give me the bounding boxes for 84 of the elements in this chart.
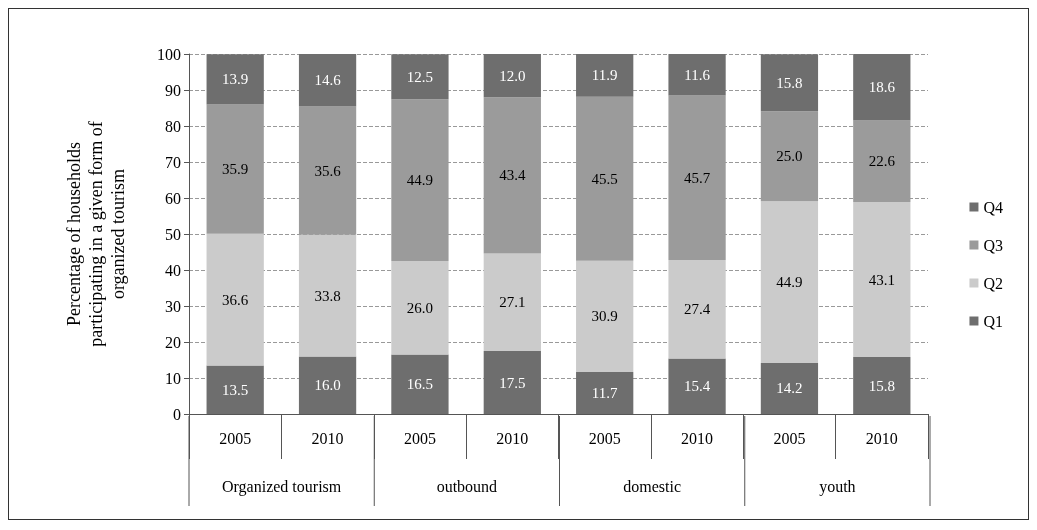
text: domestic [623, 477, 682, 495]
data-label: 43.1 [868, 271, 895, 288]
y-tick-label: 10 [165, 369, 181, 387]
bar [760, 362, 819, 414]
y-axis-title: Percentage of households participating in a given form of organized tourism [64, 121, 128, 347]
data-label: 45.5 [591, 170, 618, 187]
data-label: 11.9 [591, 67, 618, 84]
data-label: 12.0 [499, 67, 526, 84]
y-tick-label: 100 [157, 45, 181, 63]
x-tick-label: 2010 [311, 429, 344, 447]
data-label: 17.5 [499, 374, 526, 391]
data-label: 16.0 [314, 377, 341, 394]
x-tick-label: 2005 [773, 429, 806, 447]
text: youth [819, 477, 856, 496]
bar [206, 365, 264, 414]
data-label: 13.5 [222, 381, 249, 398]
bar [483, 351, 541, 414]
data-label: 35.6 [314, 162, 342, 179]
y-tick-label: 90 [165, 81, 181, 99]
data-label: 35.9 [222, 161, 249, 178]
bar [206, 233, 264, 366]
x-tick-label: 2005 [588, 429, 621, 447]
legend-label: Q1 [983, 312, 1004, 330]
x-tick-label: 2005 [403, 429, 436, 447]
data-label: 22.6 [868, 153, 896, 170]
bar [298, 54, 357, 107]
bar [483, 54, 541, 98]
y-tick-label: 40 [165, 261, 181, 279]
data-label: 12.5 [406, 68, 434, 85]
data-label: 15.8 [776, 74, 803, 91]
legend-label: Q4 [983, 198, 1004, 216]
x-tick-label: 2005 [219, 429, 252, 447]
bar [668, 259, 726, 359]
y-tick-label: 0 [173, 405, 181, 423]
text: outbound [436, 477, 498, 495]
data-label: 27.1 [499, 294, 526, 311]
data-label: 26.0 [406, 299, 434, 316]
data-label: 13.9 [222, 71, 249, 88]
data-label: 36.6 [222, 291, 249, 308]
bar [853, 54, 911, 121]
bar [668, 358, 726, 414]
bar [668, 54, 726, 96]
bar [853, 201, 911, 358]
bar [206, 54, 264, 105]
text: Organized tourism [222, 477, 342, 496]
data-label: 45.7 [683, 169, 711, 186]
data-label: 43.4 [499, 167, 526, 184]
legend-label: Q2 [983, 274, 1004, 292]
data-label: 44.9 [776, 274, 803, 291]
data-label: 18.6 [868, 79, 896, 96]
data-label: 16.5 [406, 376, 434, 393]
bar [760, 201, 819, 363]
data-label: 15.8 [868, 377, 895, 394]
bar [298, 356, 357, 414]
x-tick-label: 2010 [681, 429, 714, 447]
data-label: 25.0 [776, 148, 803, 165]
data-label: 11.7 [591, 384, 619, 401]
data-label: 30.9 [591, 308, 618, 325]
bar [391, 54, 449, 100]
data-label: 33.8 [314, 287, 341, 304]
data-label: 27.4 [683, 301, 711, 318]
bar [298, 234, 357, 357]
bar [576, 54, 634, 97]
data-label: 14.2 [776, 380, 803, 397]
y-tick-label: 70 [165, 153, 181, 171]
bar [391, 354, 449, 414]
bar [483, 253, 541, 351]
data-label: 15.4 [683, 378, 711, 395]
data-label: 14.6 [314, 72, 342, 89]
data-label: 44.9 [406, 172, 434, 189]
data-label: 11.6 [684, 66, 711, 83]
y-tick-label: 60 [165, 189, 181, 207]
y-tick-label: 20 [165, 333, 181, 351]
y-tick-label: 80 [165, 117, 181, 135]
x-tick-label: 2010 [865, 429, 898, 447]
bar [760, 54, 819, 112]
bar [853, 357, 911, 414]
x-tick-label: 2010 [496, 429, 529, 447]
y-tick-label: 30 [165, 297, 181, 315]
bar [576, 371, 634, 414]
bar [576, 260, 634, 372]
y-tick-label: 50 [165, 225, 181, 243]
bar [391, 261, 449, 355]
legend-label: Q3 [983, 236, 1004, 254]
